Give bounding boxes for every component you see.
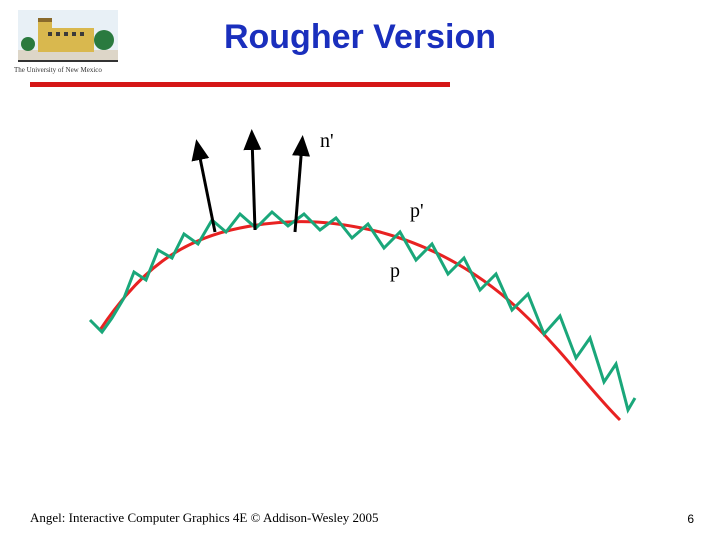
slide-title: Rougher Version bbox=[0, 18, 720, 57]
diagram bbox=[80, 120, 640, 440]
arrow-2 bbox=[252, 138, 255, 230]
title-underline bbox=[30, 82, 450, 87]
normal-arrows bbox=[198, 138, 302, 232]
logo-caption: The University of New Mexico bbox=[14, 66, 102, 74]
label-p: p bbox=[390, 260, 400, 283]
label-n-prime: n' bbox=[320, 130, 334, 153]
page-number: 6 bbox=[687, 512, 694, 526]
footer-text: Angel: Interactive Computer Graphics 4E … bbox=[30, 510, 379, 526]
smooth-curve-p bbox=[100, 222, 620, 420]
rough-curve-p-prime bbox=[90, 212, 635, 410]
arrow-1 bbox=[198, 148, 215, 232]
label-p-prime: p' bbox=[410, 200, 424, 223]
